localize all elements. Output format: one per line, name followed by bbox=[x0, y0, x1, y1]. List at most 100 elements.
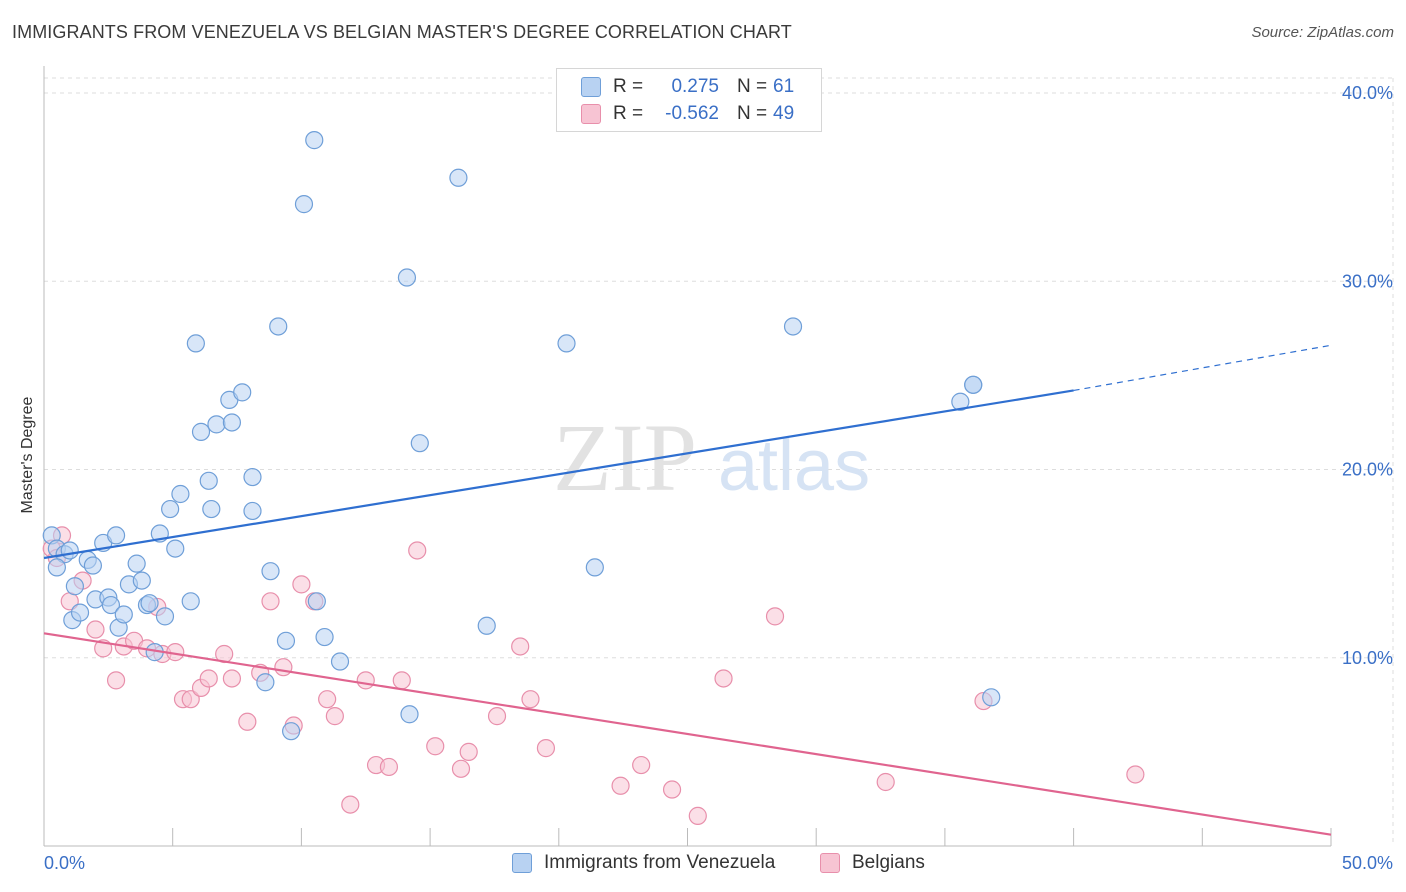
venezuela-point bbox=[449, 168, 468, 187]
venezuela-point bbox=[171, 484, 190, 504]
venezuela-point bbox=[951, 392, 970, 411]
venezuela-point bbox=[60, 541, 79, 560]
venezuela-point bbox=[207, 415, 226, 434]
venezuela-point bbox=[202, 499, 221, 519]
data-points bbox=[42, 131, 1145, 825]
venezuela-point bbox=[181, 592, 200, 611]
belgian-point bbox=[611, 776, 630, 795]
venezuela-point bbox=[186, 334, 205, 353]
belgian-point bbox=[426, 737, 445, 756]
venezuela-point bbox=[783, 317, 803, 336]
venezuela-point bbox=[140, 594, 159, 613]
belgian-point bbox=[459, 742, 478, 761]
venezuela-point bbox=[233, 383, 252, 402]
venezuela-point bbox=[477, 616, 496, 635]
venezuela-point bbox=[106, 526, 126, 545]
belgian-point bbox=[222, 669, 242, 688]
venezuela-point bbox=[256, 673, 275, 692]
belgian-point bbox=[341, 795, 360, 814]
belgian-point bbox=[318, 690, 337, 709]
venezuela-point bbox=[65, 577, 84, 596]
series-swatch-blue bbox=[512, 853, 532, 873]
venezuela-point bbox=[83, 556, 103, 575]
venezuela-point bbox=[307, 592, 326, 611]
venezuela-point bbox=[101, 595, 121, 615]
venezuela-point bbox=[199, 471, 218, 490]
belgian-point bbox=[765, 607, 785, 626]
tick-labels: 10.0% 20.0% 30.0% 40.0% 0.0% 50.0% bbox=[44, 83, 1393, 873]
venezuela-point bbox=[269, 317, 288, 336]
venezuela-point bbox=[585, 558, 604, 577]
belgian-point bbox=[714, 669, 733, 688]
venezuela-point bbox=[222, 413, 242, 432]
venezuela-point bbox=[261, 562, 280, 581]
venezuela-point bbox=[315, 627, 334, 647]
belgian-point bbox=[521, 690, 540, 709]
legend-r-label: R = bbox=[613, 76, 644, 97]
legend-swatch-pink bbox=[581, 104, 601, 124]
belgian-point bbox=[487, 707, 507, 726]
venezuela-point bbox=[397, 268, 417, 287]
x-tick-label: 50.0% bbox=[1342, 853, 1393, 873]
legend-n-label: N = bbox=[737, 103, 768, 124]
belgian-point bbox=[292, 575, 311, 594]
venezuela-point bbox=[276, 631, 296, 650]
series-legend: Immigrants from Venezuela Belgians bbox=[0, 852, 1406, 878]
watermark-zip: ZIP bbox=[553, 404, 697, 511]
belgian-point bbox=[199, 669, 218, 688]
series-name-belgians: Belgians bbox=[852, 852, 925, 873]
belgian-point bbox=[86, 620, 105, 639]
series-legend-venezuela[interactable]: Immigrants from Venezuela bbox=[512, 852, 775, 874]
belgian-point bbox=[632, 755, 651, 775]
venezuela-point bbox=[282, 722, 301, 741]
x-tick-label: 0.0% bbox=[44, 853, 85, 873]
belgian-point bbox=[274, 658, 293, 677]
legend-swatch-blue bbox=[581, 77, 601, 97]
belgian-point bbox=[536, 739, 556, 758]
venezuela-trend-extension bbox=[1073, 344, 1332, 392]
venezuela-point bbox=[243, 501, 262, 521]
legend-row-belgians: R = -0.562 N = 49 bbox=[581, 102, 794, 126]
belgian-point bbox=[688, 806, 707, 825]
watermark: ZIP atlas bbox=[553, 404, 870, 511]
venezuela-point bbox=[400, 705, 419, 724]
y-tick-label: 10.0% bbox=[1342, 648, 1393, 668]
source-note: Source: ZipAtlas.com bbox=[1251, 24, 1394, 41]
belgian-point bbox=[106, 671, 126, 690]
correlation-legend: R = 0.275 N = 61 R = -0.562 N = 49 bbox=[556, 68, 822, 132]
venezuela-point bbox=[305, 131, 324, 150]
belgian-point bbox=[261, 592, 280, 611]
venezuela-trend-line bbox=[43, 389, 1074, 560]
belgian-point bbox=[181, 690, 200, 709]
series-legend-belgians[interactable]: Belgians bbox=[820, 852, 925, 874]
belgian-point bbox=[325, 707, 344, 726]
belgian-point bbox=[662, 780, 682, 799]
watermark-atlas: atlas bbox=[718, 426, 870, 506]
belgian-point bbox=[379, 757, 399, 777]
legend-n-value: 49 bbox=[773, 103, 795, 124]
legend-r-label: R = bbox=[613, 103, 644, 124]
chart-title: IMMIGRANTS FROM VENEZUELA VS BELGIAN MAS… bbox=[12, 22, 792, 42]
venezuela-point bbox=[410, 434, 429, 453]
legend-n-label: N = bbox=[737, 76, 768, 97]
venezuela-point bbox=[191, 422, 211, 441]
axes bbox=[43, 66, 1332, 847]
series-name-venezuela: Immigrants from Venezuela bbox=[544, 852, 776, 873]
venezuela-point bbox=[982, 688, 1001, 707]
belgian-point bbox=[511, 637, 530, 656]
y-tick-label: 40.0% bbox=[1342, 83, 1393, 103]
venezuela-point bbox=[243, 467, 262, 487]
series-swatch-pink bbox=[820, 853, 840, 873]
venezuela-point bbox=[70, 603, 90, 622]
venezuela-point bbox=[155, 607, 175, 626]
venezuela-point bbox=[557, 334, 576, 353]
venezuela-point bbox=[47, 558, 66, 577]
belgian-point bbox=[238, 712, 257, 731]
belgian-point bbox=[408, 541, 427, 560]
venezuela-point bbox=[330, 652, 350, 671]
legend-n-value: 61 bbox=[773, 76, 795, 97]
belgian-point bbox=[1126, 765, 1145, 784]
legend-r-value: -0.562 bbox=[665, 103, 719, 124]
legend-row-venezuela: R = 0.275 N = 61 bbox=[581, 75, 794, 99]
